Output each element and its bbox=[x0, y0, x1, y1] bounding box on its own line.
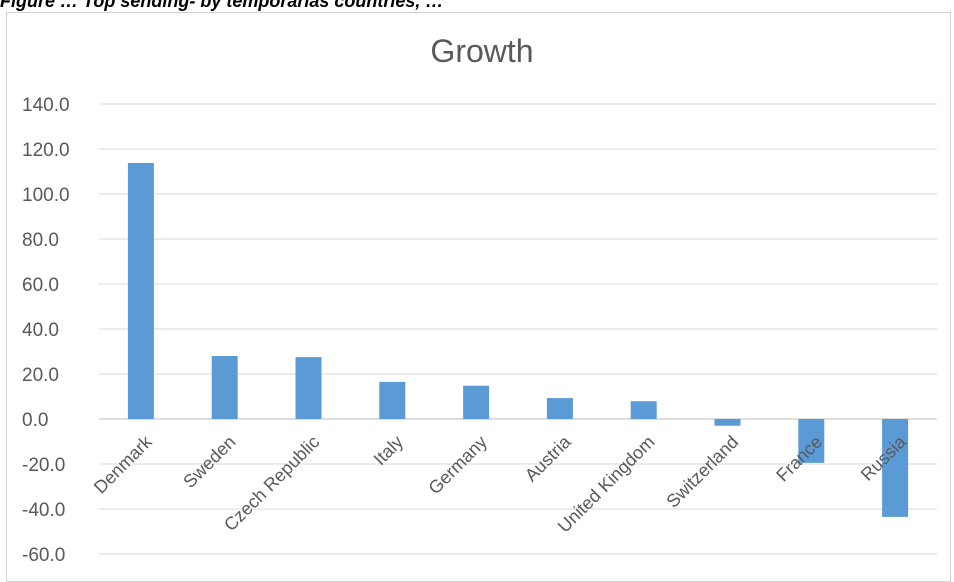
gridlines bbox=[99, 103, 937, 555]
bar-czech-republic bbox=[295, 357, 322, 419]
bar-united-kingdom bbox=[630, 401, 657, 419]
y-tick-label: 140.0 bbox=[22, 95, 70, 116]
bar-france bbox=[798, 419, 825, 463]
bar-germany bbox=[463, 385, 490, 419]
y-tick-label: 60.0 bbox=[22, 275, 59, 296]
x-tick-label: Germany bbox=[424, 432, 490, 498]
chart-area bbox=[6, 12, 951, 582]
chart-title: Growth bbox=[430, 33, 533, 69]
y-tick-label: 80.0 bbox=[22, 230, 59, 251]
y-tick-label: -20.0 bbox=[22, 455, 65, 476]
bars bbox=[127, 162, 909, 517]
bar-russia bbox=[882, 419, 909, 517]
bar-switzerland bbox=[714, 419, 741, 426]
y-axis-labels: 140.0 120.0 100.0 80.0 60.0 40.0 20.0 0.0 -20.0 -… bbox=[22, 95, 70, 566]
y-tick-label: 20.0 bbox=[22, 365, 59, 386]
y-tick-label: 100.0 bbox=[22, 185, 70, 206]
y-tick-label: 0.0 bbox=[22, 410, 48, 431]
bar-sweden bbox=[211, 356, 238, 419]
figure-caption: Figure … Top sending- by temporarias cou… bbox=[0, 0, 444, 11]
x-tick-label: Switzerland bbox=[662, 432, 742, 512]
bar-italy bbox=[379, 381, 406, 419]
y-tick-label: -60.0 bbox=[22, 545, 65, 566]
y-tick-label: 40.0 bbox=[22, 320, 59, 341]
x-tick-label: Austria bbox=[521, 431, 575, 485]
x-tick-label: Sweden bbox=[179, 432, 239, 492]
y-tick-label: 120.0 bbox=[22, 140, 70, 161]
y-tick-label: -40.0 bbox=[22, 500, 65, 521]
bar-austria bbox=[546, 398, 573, 419]
bar-denmark bbox=[127, 162, 154, 419]
